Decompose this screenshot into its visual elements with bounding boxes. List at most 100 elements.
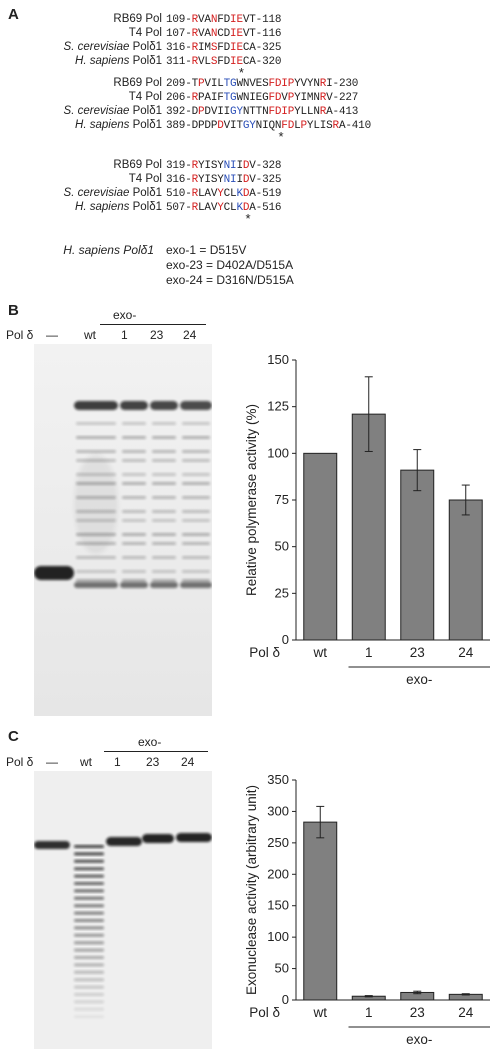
- gel-band: [152, 482, 176, 485]
- gel-band: [74, 1007, 104, 1011]
- group-label: exo-: [406, 672, 432, 687]
- bar: [303, 452, 338, 641]
- gel-b-lane-1: 1: [121, 328, 128, 342]
- gel-band: [182, 482, 210, 485]
- gel-image-b: [34, 344, 212, 716]
- y-tick-label: 0: [282, 992, 289, 1007]
- alignment-species: H. sapiens Polδ1: [75, 119, 162, 131]
- x-tick-label: 23: [410, 645, 425, 660]
- alignment-species: T4 Pol: [128, 27, 162, 39]
- gel-band: [152, 519, 176, 522]
- alignment-species: S. cerevisiae Polδ1: [63, 187, 162, 199]
- active-site-marker: *: [238, 65, 244, 80]
- gel-band: [74, 956, 104, 959]
- sequence-alignment: RB69 Pol 109-RVANFDIEVT-118 T4 Pol 107-RVAN…: [0, 0, 499, 300]
- gel-band: [182, 436, 210, 439]
- x-tick-label: 24: [458, 1005, 474, 1020]
- active-site-marker: *: [278, 129, 284, 144]
- y-tick-label: 100: [267, 929, 289, 944]
- gel-band: [150, 582, 178, 588]
- bar: [448, 499, 483, 641]
- gel-band: [74, 911, 104, 915]
- gel-band: [74, 889, 104, 893]
- gel-band: [74, 867, 104, 871]
- mutant-definitions: H. sapiens Polδ1 exo-1 = D515V exo-23 = …: [0, 240, 499, 300]
- gel-band: [152, 570, 176, 573]
- gel-band: [74, 401, 118, 410]
- gel-band: [182, 556, 210, 559]
- gel-band: [34, 566, 74, 580]
- gel-b-lane-24: 24: [183, 328, 197, 342]
- gel-band: [180, 582, 212, 588]
- alignment-species: RB69 Pol: [113, 13, 162, 25]
- y-tick-label: 0: [282, 632, 289, 647]
- gel-band: [122, 510, 146, 513]
- alignment-sequence: 389-DPDPDVITGYNIQNFDLPYLISRA-410: [166, 120, 371, 132]
- gel-band: [74, 933, 104, 937]
- gel-band: [152, 422, 176, 425]
- bar: [400, 469, 435, 641]
- alignment-sequence: 316-RIMSFDIECA-325: [166, 42, 282, 54]
- gel-band: [152, 556, 176, 559]
- gel-b-header: exo- Pol δ — wt 1 23 24: [0, 306, 220, 342]
- gel-band: [152, 542, 176, 545]
- x-tick-label: 24: [458, 645, 474, 660]
- gel-band: [120, 582, 148, 588]
- gel-band: [152, 510, 176, 513]
- gel-band: [152, 533, 176, 536]
- gel-band: [152, 473, 176, 476]
- gel-band: [74, 1000, 104, 1004]
- alignment-species: RB69 Pol: [113, 159, 162, 171]
- x-tick-label: wt: [313, 1005, 328, 1020]
- gel-band: [74, 852, 104, 856]
- gel-band: [74, 941, 104, 945]
- gel-band: [122, 422, 146, 425]
- gel-band: [76, 570, 116, 573]
- y-tick-label: 150: [267, 898, 289, 913]
- x-tick-label: wt: [313, 645, 328, 660]
- gel-band: [74, 948, 104, 952]
- gel-band: [122, 473, 146, 476]
- gel-band: [122, 533, 146, 536]
- gel-b-lane-wt: wt: [84, 328, 96, 342]
- gel-band: [176, 833, 212, 842]
- active-site-marker: *: [245, 211, 251, 226]
- y-axis-title: Exonuclease activity (arbitrary unit): [244, 785, 259, 995]
- y-tick-label: 100: [267, 445, 289, 460]
- y-tick-label: 25: [275, 585, 289, 600]
- gel-c-pol-label: Pol δ: [6, 755, 34, 769]
- gel-band: [122, 556, 146, 559]
- gel-band: [182, 450, 210, 453]
- y-tick-label: 50: [275, 539, 289, 554]
- alignment-species: T4 Pol: [128, 91, 162, 103]
- x-prefix-label: Pol δ: [249, 645, 280, 660]
- panel-label-b: B: [8, 302, 19, 319]
- gel-band: [74, 978, 104, 982]
- gel-c-header: exo- Pol δ — wt 1 23 24: [0, 733, 220, 769]
- alignment-sequence: 319-RYISYNIIDV-328: [166, 160, 282, 172]
- alignment-species: H. sapiens Polδ1: [75, 201, 162, 213]
- gel-band: [122, 579, 146, 582]
- gel-band: [122, 482, 146, 485]
- gel-band: [122, 436, 146, 439]
- gel-b-lane-23: 23: [150, 328, 164, 342]
- gel-band: [182, 510, 210, 513]
- y-tick-label: 200: [267, 866, 289, 881]
- y-tick-label: 350: [267, 772, 289, 787]
- gel-band: [152, 579, 176, 582]
- alignment-sequence: 209-TPVILTGWNVESFDIPYVYNRI-230: [166, 78, 359, 90]
- gel-band: [122, 519, 146, 522]
- polymerase-activity-chart: 0 25 50 75 100 125 150 Relative polymerase acti…: [244, 352, 490, 687]
- gel-band: [182, 496, 210, 499]
- gel-b-exo-label: exo-: [113, 308, 137, 322]
- gel-band: [122, 459, 146, 462]
- alignment-sequence: 510-RLAVYCLKDA-519: [166, 188, 282, 200]
- alignment-sequence: 206-RPAIFTGWNIEGFDVPYIMNRV-227: [166, 92, 359, 104]
- gel-band: [150, 401, 178, 410]
- gel-c-exo-line: [104, 751, 208, 752]
- gel-band: [74, 859, 104, 863]
- panel-label-a: A: [8, 6, 19, 23]
- gel-band: [180, 401, 212, 410]
- gel-band: [182, 519, 210, 522]
- y-tick-label: 50: [275, 961, 289, 976]
